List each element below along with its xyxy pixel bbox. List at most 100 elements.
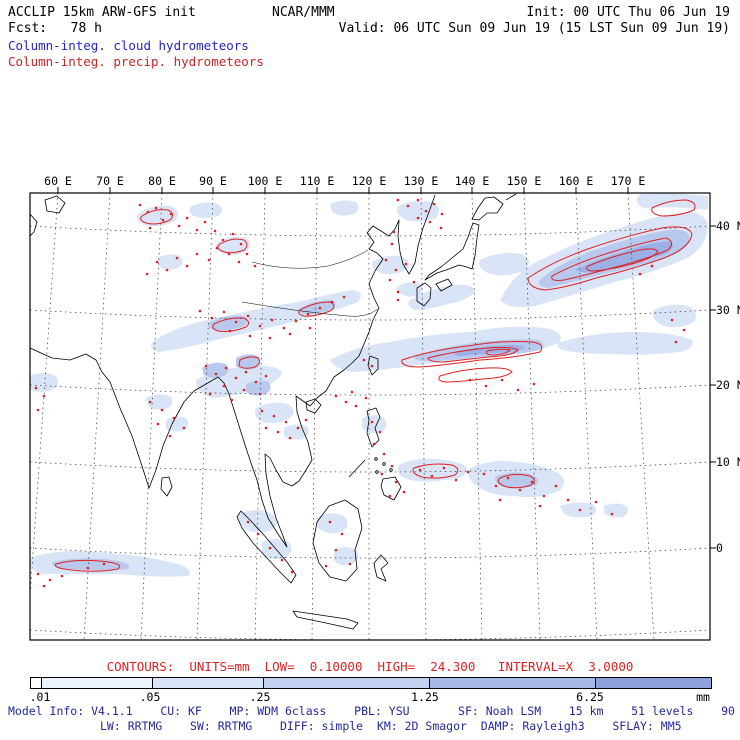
lon-label: 130 E: [404, 174, 439, 188]
cloud-patch-mid: [246, 380, 271, 396]
lon-label: 170 E: [611, 174, 646, 188]
precip-contour: [527, 226, 693, 291]
cloud-patch: [371, 255, 409, 275]
graticule: [30, 193, 710, 640]
coastline-hokkaido: [471, 196, 504, 221]
colorbar: [30, 677, 712, 689]
precip-contour: [427, 346, 519, 363]
precip-contour: [586, 248, 659, 272]
lat-label: 10 N: [716, 455, 740, 469]
precip-contour: [438, 367, 513, 383]
cloud-patch-mid: [236, 354, 261, 370]
contour-info-line: CONTOURS: UNITS=mm LOW= 0.10000 HIGH= 24…: [106, 659, 634, 674]
coastline-taiwan: [367, 355, 379, 376]
lon-label: 140 E: [455, 174, 490, 188]
org-label: NCAR/MMM: [272, 5, 335, 20]
precip-contour: [212, 317, 250, 332]
coastline-sumatra: [236, 510, 297, 584]
lon-label: 70 E: [96, 174, 124, 188]
cloud-patch: [30, 373, 59, 392]
lat-label: 0: [716, 541, 723, 555]
river-yellow: [251, 249, 369, 269]
cloud-patch: [316, 513, 348, 534]
colorbar-tick-label: 1.25: [411, 690, 439, 704]
coastline-srilanka: [160, 476, 173, 497]
cloud-patch-mid: [202, 362, 229, 378]
lat-label: 20 N: [716, 378, 740, 392]
lon-label: 110 E: [300, 174, 335, 188]
lon-label: 120 E: [352, 174, 387, 188]
river-yangtze: [241, 301, 379, 317]
cloud-field-label: Column-integ. cloud hydrometeors: [8, 38, 249, 53]
coastline-kurils: [505, 193, 517, 201]
lon-label: 100 E: [248, 174, 283, 188]
longitude-axis-labels: 60 E 70 E 80 E 90 E 100 E 110 E 120 E 13…: [44, 174, 645, 188]
precip-contour: [485, 348, 511, 356]
colorbar-unit-label: mm: [696, 690, 710, 704]
coastline-borneo: [312, 499, 363, 582]
coastline-mindanao: [380, 476, 402, 501]
precip-contour: [497, 473, 535, 489]
coastline-honshu: [424, 222, 480, 281]
coastline-kyushu: [416, 282, 432, 307]
cloud-patch-mid: [207, 315, 248, 331]
cloud-patch: [557, 332, 693, 355]
cloud-patch: [189, 202, 222, 218]
lon-label: 60 E: [44, 174, 72, 188]
colorbar-tick-label: .01: [29, 690, 51, 704]
coastline-visayas: [389, 468, 393, 472]
map-border: [29, 192, 711, 641]
precip-contour: [412, 463, 459, 479]
lon-label: 150 E: [507, 174, 542, 188]
colorbar-tick-label: 6.25: [576, 690, 604, 704]
valid-time-label: Valid: 06 UTC Sun 09 Jun 19 (15 LST Sun …: [338, 21, 730, 36]
cloud-patch: [284, 424, 309, 440]
cloud-patch: [166, 416, 189, 432]
cloud-patch: [604, 503, 628, 518]
cloud-patch: [653, 304, 696, 328]
colorbar-segment: [264, 678, 430, 688]
precip-contour: [217, 238, 248, 254]
cloud-patch: [560, 502, 596, 518]
precip-contour: [298, 301, 335, 317]
cloud-patch: [254, 402, 294, 424]
coastline-java: [292, 610, 359, 630]
coastline-luzon: [366, 407, 381, 448]
lon-label: 160 E: [559, 174, 594, 188]
cloud-patch: [362, 415, 387, 434]
latitude-axis-labels: 40 N 30 N 20 N 10 N 0: [716, 219, 740, 555]
precip-contour: [140, 209, 174, 225]
coastline-shikoku: [435, 278, 453, 292]
model-info-line1: Model Info: V4.1.1 CU: KF MP: WDM 6class…: [8, 704, 740, 718]
cloud-patch: [262, 539, 292, 560]
lon-label: 90 E: [199, 174, 227, 188]
coastline-palawan: [348, 459, 366, 478]
coastline-visayas: [374, 457, 378, 461]
precip-contour: [551, 237, 672, 281]
lat-label: 30 N: [716, 303, 740, 317]
colorbar-segment: [430, 678, 596, 688]
precip-contour-layer: [34, 198, 696, 588]
lat-label: 40 N: [716, 219, 740, 233]
latitude-ticks: [710, 225, 716, 549]
precip-contour: [238, 356, 260, 369]
coastlines: [30, 193, 517, 630]
coastline-aral-sea: [44, 195, 66, 214]
map-canvas: 60 E 70 E 80 E 90 E 100 E 110 E 120 E 13…: [29, 174, 740, 641]
forecast-hour-label: Fcst: 78 h: [8, 21, 102, 36]
precip-dots: [34, 198, 686, 588]
coastline-mainland-asia: [30, 194, 436, 548]
coastline-caspian-edge: [30, 213, 38, 237]
model-info-line2: LW: RRTMG SW: RRTMG DIFF: simple KM: 2D …: [100, 719, 682, 733]
cloud-patch: [479, 252, 530, 276]
colorbar-tick-label: .05: [139, 690, 161, 704]
cloud-patch: [151, 290, 361, 352]
colorbar-segment: [31, 678, 42, 688]
lon-label: 80 E: [148, 174, 176, 188]
precip-contour: [401, 341, 543, 368]
coastline-sulawesi: [373, 554, 389, 582]
colorbar-tick-label: .25: [249, 690, 271, 704]
precip-contour: [54, 559, 121, 572]
coastline-visayas: [382, 462, 386, 466]
